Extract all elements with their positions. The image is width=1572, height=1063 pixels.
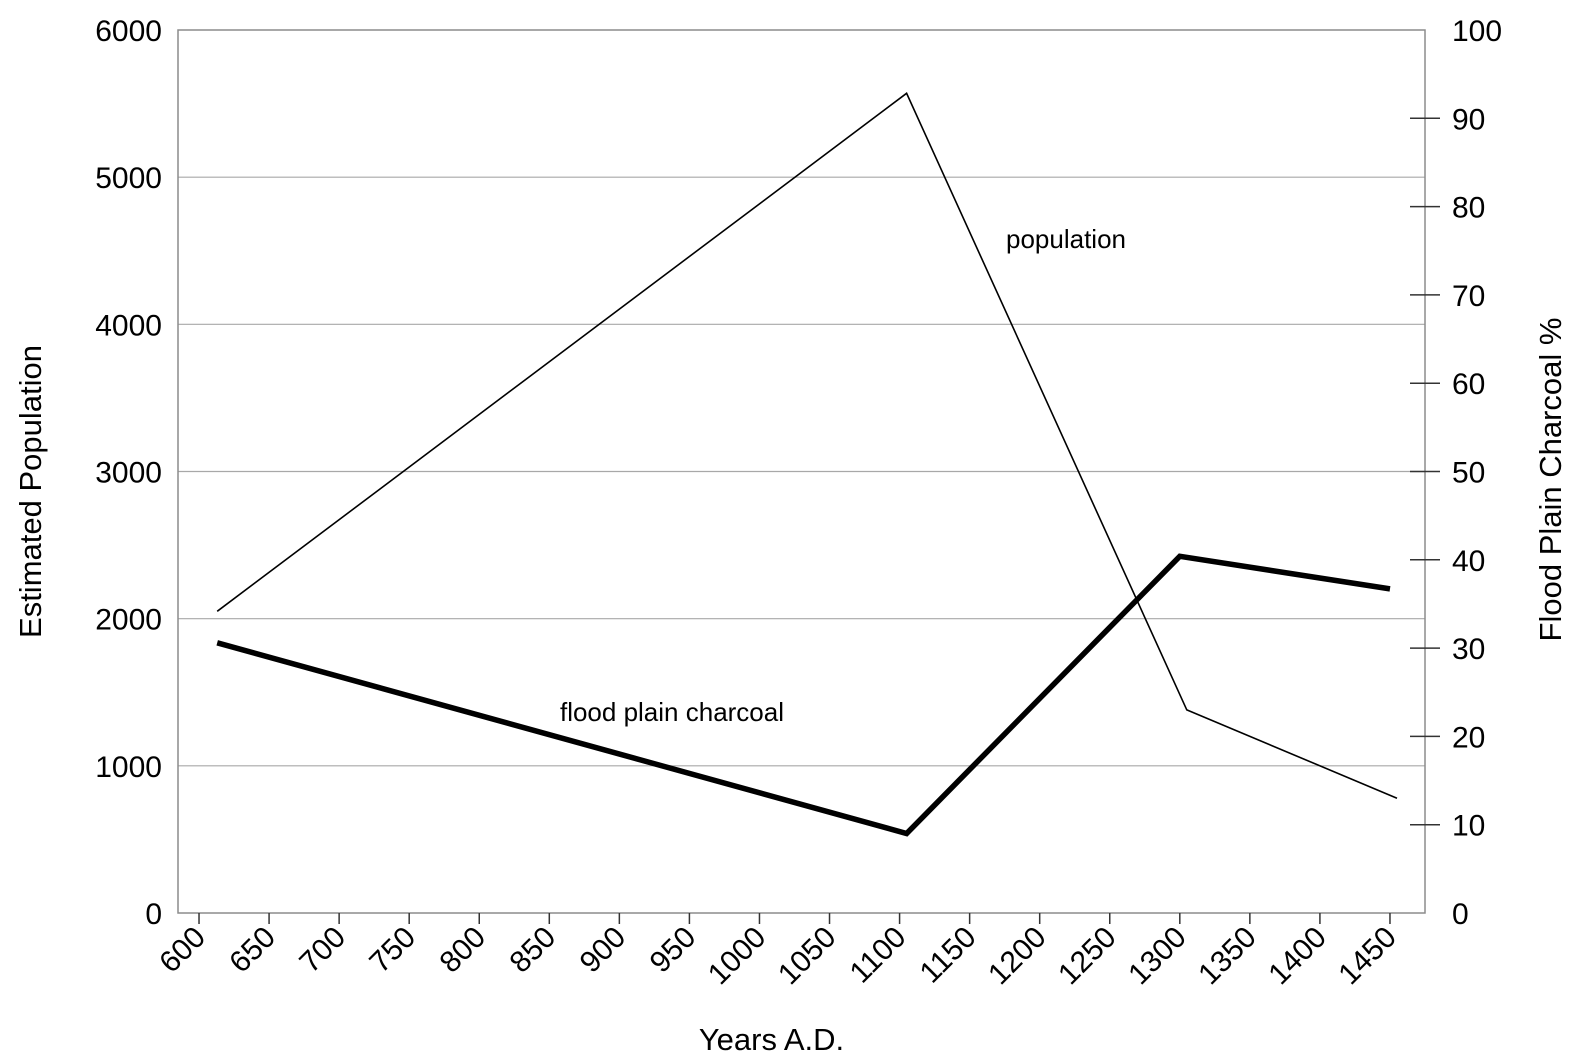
- y2-tick-label: 10: [1452, 810, 1485, 843]
- y-tick-label: 0: [145, 898, 162, 931]
- y2-tick-label: 100: [1452, 15, 1502, 48]
- y-tick-label: 5000: [95, 162, 162, 195]
- y2-axis-label: Flood Plain Charcoal %: [1533, 318, 1568, 642]
- y2-tick-label: 40: [1452, 545, 1485, 578]
- x-tick-label: 950: [644, 921, 703, 980]
- x-tick-label: 750: [363, 921, 422, 980]
- axis-ticks: [198, 117, 1440, 924]
- y-tick-label: 2000: [95, 604, 162, 637]
- x-tick-label: 600: [153, 921, 212, 980]
- series-line-population: [216, 92, 1398, 799]
- x-tick-label: 1100: [844, 921, 913, 990]
- series-label-charcoal: flood plain charcoal: [560, 697, 784, 727]
- x-tick-label: 700: [293, 921, 352, 980]
- x-tick-label: 1350: [1192, 921, 1263, 992]
- y-tick-label: 1000: [95, 751, 162, 784]
- x-tick-label: 850: [504, 921, 563, 980]
- x-tick-label: 650: [223, 921, 282, 980]
- x-tick-label: 1150: [914, 921, 983, 990]
- x-tick-label: 900: [574, 921, 633, 980]
- y-tick-label: 4000: [95, 309, 162, 342]
- x-tick-label: 1450: [1332, 921, 1403, 992]
- y2-tick-label: 80: [1452, 192, 1485, 225]
- tick-labels: 0 1000 2000 3000 4000 5000 6000 0 10 20 30 40 50 60 70…: [95, 15, 1502, 991]
- y2-tick-label: 70: [1452, 280, 1485, 313]
- y2-tick-label: 20: [1452, 721, 1485, 754]
- x-tick-label: 1050: [772, 921, 843, 992]
- x-tick-label: 1250: [1052, 921, 1123, 992]
- x-tick-label: 1400: [1262, 921, 1333, 992]
- gridlines: [178, 176, 1425, 767]
- x-axis-label: Years A.D.: [699, 1022, 844, 1057]
- y2-tick-label: 60: [1452, 368, 1485, 401]
- series-label-population: population: [1006, 224, 1126, 254]
- x-tick-label: 800: [433, 921, 492, 980]
- y-tick-label: 3000: [95, 457, 162, 490]
- x-tick-label: 1300: [1122, 921, 1193, 992]
- y2-tick-label: 0: [1452, 898, 1469, 931]
- y2-tick-label: 50: [1452, 457, 1485, 490]
- y-tick-label: 6000: [95, 15, 162, 48]
- y2-tick-label: 90: [1452, 103, 1485, 136]
- x-tick-label: 1200: [982, 921, 1053, 992]
- series-line-charcoal: [216, 553, 1391, 837]
- series-lines: [216, 92, 1398, 837]
- x-tick-label: 1000: [702, 921, 773, 992]
- y2-tick-label: 30: [1452, 633, 1485, 666]
- y-axis-label: Estimated Population: [13, 345, 48, 638]
